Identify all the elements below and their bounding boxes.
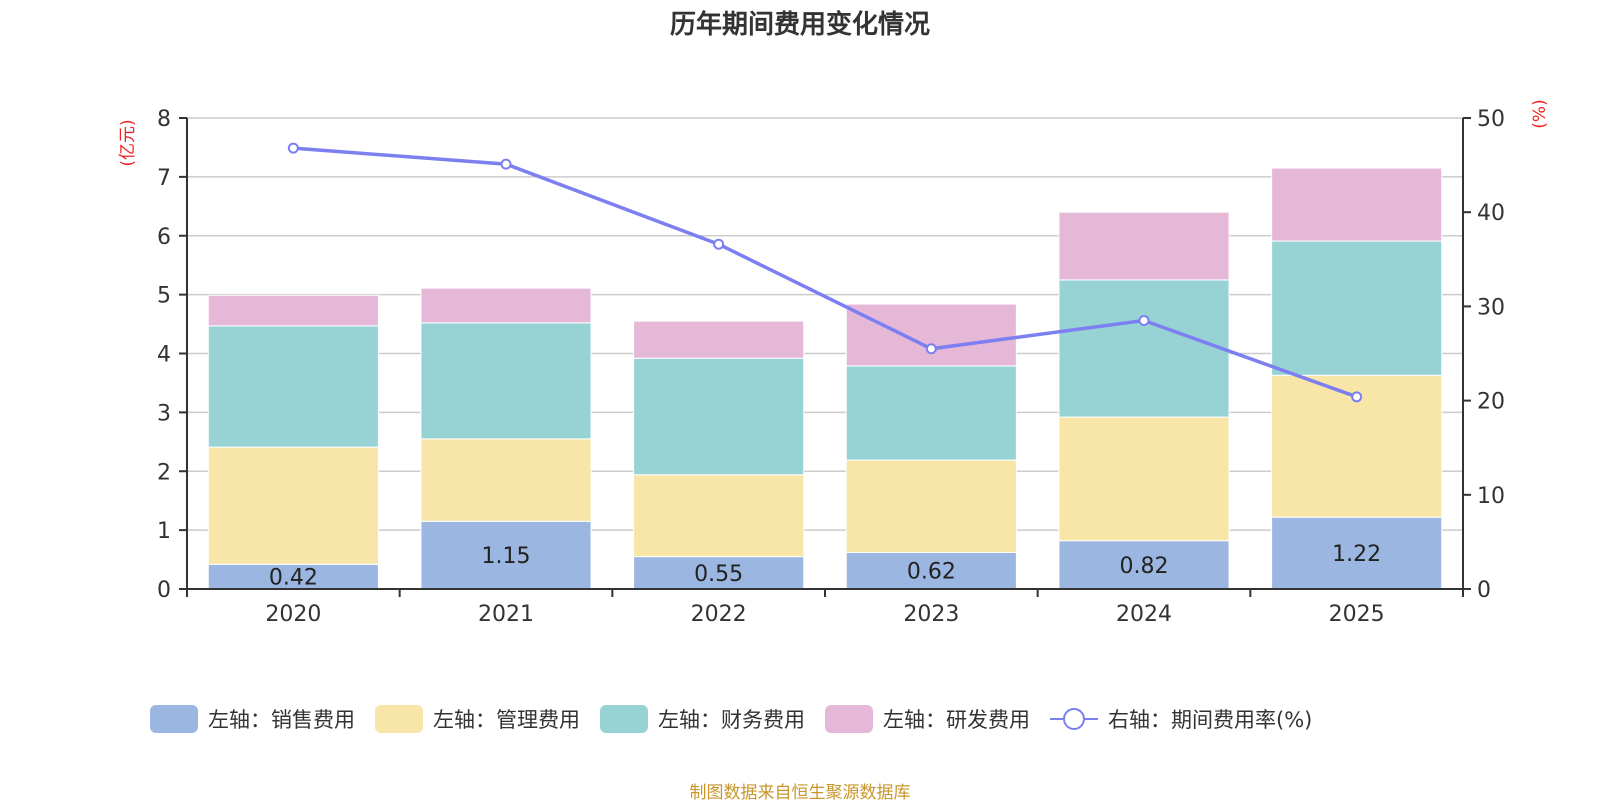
legend-item-expense-rate[interactable]: 右轴：期间费用率(%) xyxy=(1050,704,1312,734)
legend-swatch-admin xyxy=(375,705,423,733)
left-tick-label: 5 xyxy=(157,284,171,309)
left-axis-unit-label: (亿元) xyxy=(118,119,138,166)
bar-segment xyxy=(845,365,1017,461)
x-tick-label: 2025 xyxy=(1329,602,1385,627)
bar-segment xyxy=(420,322,592,440)
bar-segment xyxy=(633,474,805,558)
right-tick-label: 40 xyxy=(1477,201,1505,226)
left-tick-label: 4 xyxy=(157,343,171,368)
legend-label-sales: 左轴：销售费用 xyxy=(208,708,355,732)
bar-data-label: 0.62 xyxy=(907,560,956,585)
left-tick-label: 3 xyxy=(157,401,171,426)
right-tick-label: 50 xyxy=(1477,107,1505,132)
bar-segment xyxy=(1058,279,1230,418)
bar-segment xyxy=(633,357,805,476)
expense-rate-point xyxy=(1351,391,1363,403)
left-tick-label: 2 xyxy=(157,460,171,485)
legend-item-rd[interactable]: 左轴：研发费用 xyxy=(825,704,1030,734)
x-tick-label: 2021 xyxy=(478,602,534,627)
bar-segment xyxy=(207,294,379,327)
legend-swatch-finance xyxy=(600,705,648,733)
legend-item-sales[interactable]: 左轴：销售费用 xyxy=(150,704,355,734)
right-tick-label: 30 xyxy=(1477,295,1505,320)
right-axis-unit-label: (%) xyxy=(1530,99,1550,128)
bar-segment xyxy=(420,520,592,590)
bar-segment xyxy=(207,563,379,590)
x-tick-label: 2022 xyxy=(691,602,747,627)
chart-title: 历年期间费用变化情况 xyxy=(669,10,930,40)
legend-item-admin[interactable]: 左轴：管理费用 xyxy=(375,704,580,734)
right-tick-label: 10 xyxy=(1477,484,1505,509)
x-tick-label: 2023 xyxy=(903,602,959,627)
expense-rate-point xyxy=(1138,315,1150,327)
legend-line-marker-icon xyxy=(1050,705,1098,733)
left-tick-label: 1 xyxy=(157,519,171,544)
left-tick-label: 0 xyxy=(157,578,171,603)
x-tick-label: 2020 xyxy=(265,602,321,627)
bar-segment xyxy=(207,446,379,565)
bar-segment xyxy=(1271,167,1443,242)
bar-data-label: 0.55 xyxy=(694,562,743,587)
bar-data-label: 0.42 xyxy=(269,566,318,591)
legend-label-expense-rate: 右轴：期间费用率(%) xyxy=(1108,708,1313,732)
bar-segment xyxy=(1058,211,1230,281)
right-tick-label: 20 xyxy=(1477,390,1505,415)
expense-rate-point xyxy=(287,142,299,154)
x-tick-label: 2024 xyxy=(1116,602,1172,627)
left-tick-label: 6 xyxy=(157,225,171,250)
legend-label-admin: 左轴：管理费用 xyxy=(433,708,580,732)
data-source-note: 制图数据来自恒生聚源数据库 xyxy=(689,783,911,803)
bar-segment xyxy=(633,320,805,359)
bar-segment xyxy=(633,556,805,590)
bar-segment xyxy=(845,303,1017,367)
left-tick-label: 7 xyxy=(157,166,171,191)
bar-segment xyxy=(1058,540,1230,590)
legend-label-rd: 左轴：研发费用 xyxy=(883,708,1030,732)
bar-segment xyxy=(420,287,592,324)
legend: 左轴：销售费用 左轴：管理费用 左轴：财务费用 左轴：研发费用 右轴：期间费用率… xyxy=(150,704,1332,734)
expense-rate-point xyxy=(925,343,937,355)
right-tick-label: 0 xyxy=(1477,578,1491,603)
bar-data-label: 0.82 xyxy=(1120,554,1169,579)
bar-segment xyxy=(207,325,379,448)
bar-data-label: 1.22 xyxy=(1332,542,1381,567)
legend-swatch-rd xyxy=(825,705,873,733)
bar-segment xyxy=(845,551,1017,590)
legend-item-finance[interactable]: 左轴：财务费用 xyxy=(600,704,805,734)
expense-rate-point xyxy=(500,158,512,170)
bar-segment xyxy=(845,459,1017,553)
bar-segment xyxy=(1058,416,1230,542)
bar-segment xyxy=(1271,240,1443,376)
left-tick-label: 8 xyxy=(157,107,171,132)
bar-data-label: 1.15 xyxy=(482,544,531,569)
legend-label-finance: 左轴：财务费用 xyxy=(658,708,805,732)
expense-rate-point xyxy=(713,238,725,250)
legend-swatch-sales xyxy=(150,705,198,733)
bar-segment xyxy=(420,438,592,522)
expense-rate-line xyxy=(293,146,1358,399)
